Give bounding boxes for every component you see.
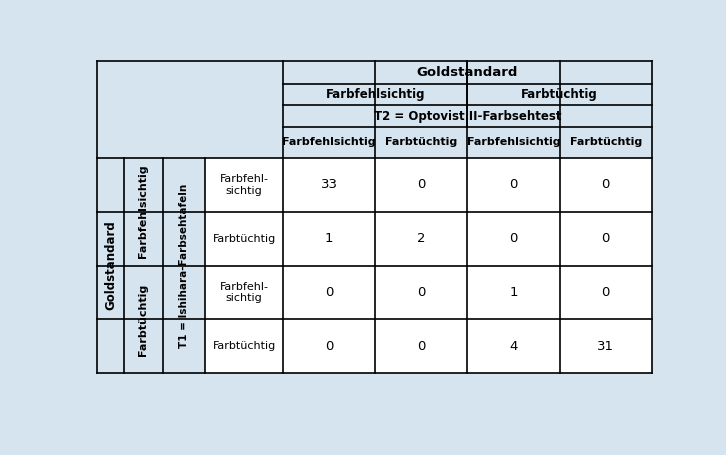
Text: Farbfehlsichtig: Farbfehlsichtig	[139, 165, 148, 258]
Text: 2: 2	[417, 232, 425, 245]
Text: Farbfehlsichtig: Farbfehlsichtig	[282, 137, 376, 147]
Text: 33: 33	[321, 178, 338, 191]
Text: 0: 0	[417, 340, 425, 353]
Text: Farbtüchtig: Farbtüchtig	[213, 341, 276, 351]
Text: 0: 0	[417, 178, 425, 191]
Bar	[283, 158, 652, 212]
Text: Farbfehlsichtig: Farbfehlsichtig	[325, 88, 425, 101]
Text: 0: 0	[602, 232, 610, 245]
Bar	[283, 212, 652, 266]
Bar	[283, 319, 652, 374]
Text: Farbtüchtig: Farbtüchtig	[139, 283, 148, 356]
Text: 4: 4	[510, 340, 518, 353]
Text: 1: 1	[325, 232, 333, 245]
Text: T1 = Ishihara-Farbsehtafeln: T1 = Ishihara-Farbsehtafeln	[179, 183, 189, 348]
Text: 0: 0	[510, 232, 518, 245]
Text: 0: 0	[325, 340, 333, 353]
Text: 0: 0	[602, 286, 610, 299]
Text: Goldstandard: Goldstandard	[104, 221, 117, 310]
Text: T2 = Optovist II-Farbsehtest: T2 = Optovist II-Farbsehtest	[374, 110, 561, 123]
Text: Farbfehl-
sichtig: Farbfehl- sichtig	[220, 282, 269, 303]
Bar	[205, 266, 283, 319]
Text: 1: 1	[509, 286, 518, 299]
Text: 0: 0	[417, 286, 425, 299]
Text: Farbfehl-
sichtig: Farbfehl- sichtig	[220, 174, 269, 196]
Bar	[205, 212, 283, 266]
Text: Farbtüchtig: Farbtüchtig	[521, 88, 598, 101]
Text: Farbfehlsichtig: Farbfehlsichtig	[467, 137, 560, 147]
Text: Farbtüchtig: Farbtüchtig	[570, 137, 642, 147]
Text: Farbtüchtig: Farbtüchtig	[213, 233, 276, 243]
Text: 0: 0	[602, 178, 610, 191]
Bar	[283, 266, 652, 319]
Text: Farbtüchtig: Farbtüchtig	[386, 137, 457, 147]
Text: 31: 31	[597, 340, 614, 353]
Bar	[205, 158, 283, 212]
Bar	[205, 319, 283, 374]
Text: Goldstandard: Goldstandard	[417, 66, 518, 79]
Text: 0: 0	[510, 178, 518, 191]
Text: 0: 0	[325, 286, 333, 299]
